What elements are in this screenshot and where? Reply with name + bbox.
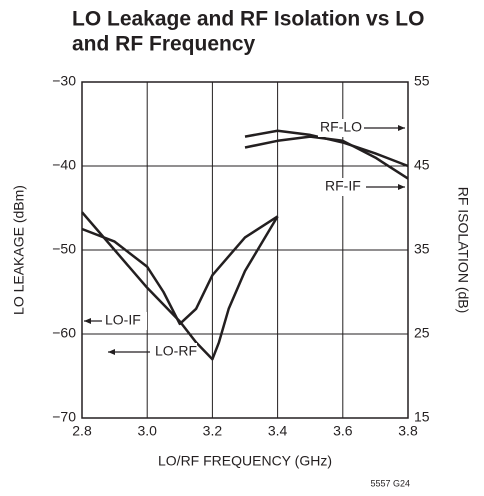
y2-tick-label: 15 (414, 409, 430, 425)
arrow-head (398, 184, 405, 190)
line-series (81, 215, 279, 326)
legend-label: RF-LO (320, 119, 362, 135)
x-tick-label: 3.8 (398, 423, 418, 439)
y2-tick-label: 55 (414, 73, 430, 89)
x-tick-label: 3.2 (203, 423, 223, 439)
x-tick-label: 3.0 (137, 423, 157, 439)
y2-tick-label: 35 (414, 241, 430, 257)
y2-axis-label: RF ISOLATION (dB) (455, 187, 471, 314)
line-series (244, 135, 409, 180)
label-bg (318, 119, 362, 137)
x-tick-label: 2.8 (72, 423, 92, 439)
footnote: 5557 G24 (370, 478, 410, 488)
y2-tick-label: 45 (414, 157, 430, 173)
legend-label: LO-IF (105, 312, 141, 328)
x-tick-label: 3.6 (333, 423, 353, 439)
y-tick-label: −40 (52, 157, 76, 173)
chart-title: and RF Frequency (72, 33, 256, 56)
y-tick-label: −30 (52, 73, 76, 89)
y2-tick-label: 25 (414, 325, 430, 341)
arrow-head (398, 125, 405, 131)
y-axis-label: LO LEAKAGE (dBm) (11, 185, 27, 315)
y-tick-label: −60 (52, 325, 76, 341)
x-axis-label: LO/RF FREQUENCY (GHz) (158, 453, 332, 469)
label-bg (153, 343, 197, 361)
chart-title: LO Leakage and RF Isolation vs LO (72, 8, 424, 31)
label-bg (323, 178, 367, 196)
legend-label: RF-IF (325, 178, 361, 194)
arrow-head (84, 318, 91, 324)
arrow-head (108, 349, 115, 355)
line-series (81, 211, 279, 361)
label-bg (103, 312, 147, 330)
x-tick-label: 3.4 (268, 423, 288, 439)
legend-label: LO-RF (155, 343, 197, 359)
y-tick-label: −50 (52, 241, 76, 257)
y-tick-label: −70 (52, 409, 76, 425)
